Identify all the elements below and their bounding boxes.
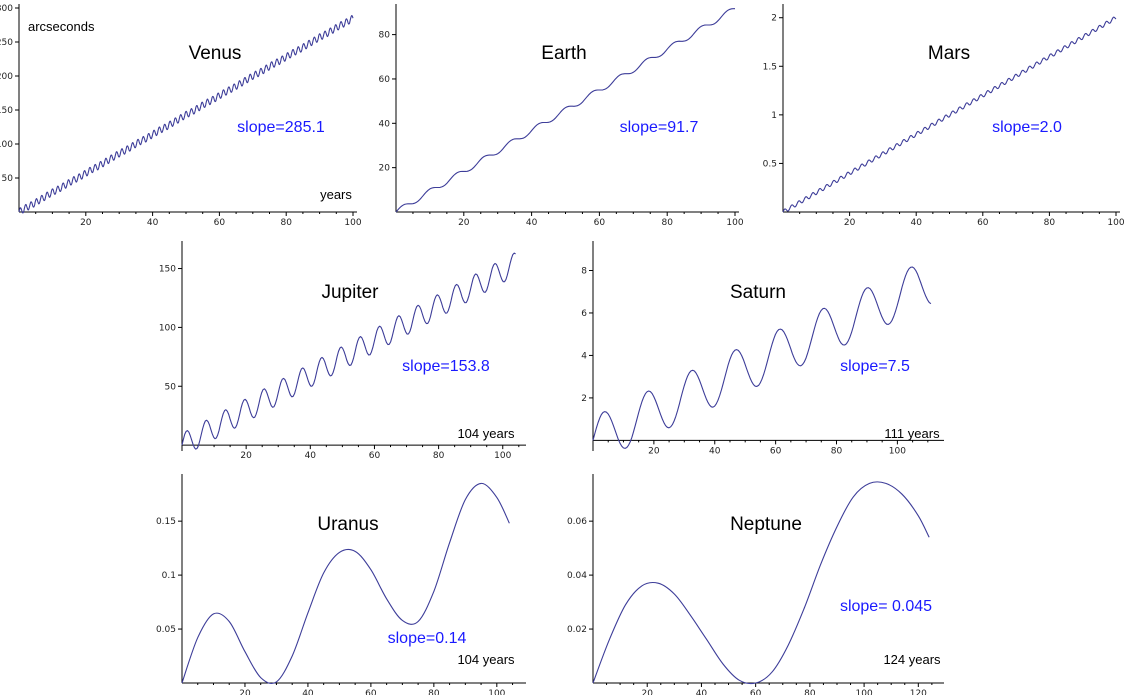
y-tick-label: 1.5 [763, 62, 777, 72]
x-tick-label: 60 [369, 451, 381, 461]
saturn-slope-label: slope=7.5 [840, 358, 910, 375]
saturn-title: Saturn [730, 282, 786, 303]
mars-title: Mars [928, 43, 970, 64]
y-tick-label: 40 [379, 119, 391, 129]
uranus-series-line [181, 482, 510, 684]
y-tick-label: 0.02 [567, 625, 587, 635]
mars-chart: 20 40 60 80 100 0.5 1 1.5 2 Mars slope=2.0 [763, 4, 1125, 228]
x-tick-label: 80 [428, 689, 440, 695]
y-tick-label: 50 [2, 174, 14, 184]
x-tick-label: 80 [1044, 218, 1056, 228]
x-tick-label: 40 [147, 218, 159, 228]
y-tick-label: 4 [581, 351, 587, 361]
mars-slope-label: slope=2.0 [992, 119, 1062, 136]
x-tick-label: 100 [1107, 218, 1124, 228]
neptune-series-line [592, 481, 930, 685]
x-tick-label: 100 [726, 218, 743, 228]
x-tick-label: 40 [910, 218, 922, 228]
y-tick-label: 0.5 [763, 159, 777, 169]
saturn-x-unit-label: 111 years [884, 426, 940, 441]
venus-title: Venus [189, 43, 242, 64]
uranus-title: Uranus [317, 514, 378, 535]
x-tick-label: 60 [770, 446, 782, 456]
x-tick-label: 20 [844, 218, 856, 228]
x-tick-label: 40 [696, 689, 708, 695]
x-tick-label: 20 [80, 218, 92, 228]
x-tick-label: 20 [239, 689, 251, 695]
y-tick-label: 300 [0, 4, 13, 14]
uranus-slope-label: slope=0.14 [388, 630, 467, 647]
jupiter-series-line [181, 252, 516, 450]
y-tick-label: 200 [0, 72, 13, 82]
y-tick-label: 0.04 [567, 571, 587, 581]
x-tick-label: 60 [214, 218, 226, 228]
y-tick-label: 20 [379, 164, 391, 174]
x-tick-label: 80 [831, 446, 843, 456]
x-tick-label: 80 [280, 218, 292, 228]
venus-y-unit-label: arcseconds [28, 19, 95, 34]
uranus-x-unit-label: 104 years [457, 652, 515, 667]
x-tick-label: 20 [641, 689, 653, 695]
neptune-title: Neptune [730, 514, 802, 535]
y-tick-label: 1 [771, 111, 777, 121]
jupiter-title: Jupiter [321, 282, 379, 303]
venus-x-unit-label: years [320, 187, 352, 202]
x-tick-label: 100 [488, 689, 505, 695]
y-tick-label: 60 [379, 75, 391, 85]
y-tick-label: 0.06 [567, 517, 587, 527]
y-tick-label: 250 [0, 38, 13, 48]
venus-slope-label: slope=285.1 [237, 119, 325, 136]
y-tick-label: 2 [581, 394, 587, 404]
x-tick-label: 20 [458, 218, 470, 228]
saturn-series-line [592, 266, 932, 449]
jupiter-slope-label: slope=153.8 [402, 358, 490, 375]
y-tick-label: 8 [581, 266, 587, 276]
x-tick-label: 100 [344, 218, 361, 228]
y-tick-label: 0.1 [162, 571, 176, 581]
jupiter-x-unit-label: 104 years [457, 426, 515, 441]
y-tick-label: 80 [379, 31, 391, 41]
y-tick-label: 2 [771, 14, 777, 24]
y-tick-label: 100 [0, 140, 13, 150]
x-tick-label: 100 [889, 446, 906, 456]
x-tick-label: 120 [910, 689, 927, 695]
venus-series-line [18, 15, 354, 214]
y-tick-label: 150 [159, 265, 176, 275]
y-tick-label: 6 [581, 309, 587, 319]
earth-slope-label: slope=91.7 [620, 119, 699, 136]
mars-series-line [782, 16, 1117, 213]
saturn-chart: 20 40 60 80 100 2 4 6 8 Saturn slope=7.5 111 years [581, 241, 944, 456]
x-tick-label: 20 [648, 446, 660, 456]
x-tick-label: 60 [365, 689, 377, 695]
jupiter-chart: 20 40 60 80 100 50 100 150 Jupiter slope=153.8 104… [159, 241, 526, 461]
neptune-slope-label: slope= 0.045 [840, 598, 932, 615]
x-tick-label: 60 [977, 218, 989, 228]
y-tick-label: 0.15 [156, 517, 176, 527]
neptune-chart: 20 40 60 80 100 120 0.02 0.04 0.06 Neptune slope= … [567, 474, 944, 695]
earth-series-line [395, 8, 735, 213]
x-tick-label: 80 [661, 218, 673, 228]
earth-chart: 20 40 60 80 100 20 40 60 80 Earth slope=91.7 [379, 4, 744, 228]
y-tick-label: 50 [165, 382, 177, 392]
x-tick-label: 80 [804, 689, 816, 695]
earth-title: Earth [541, 43, 586, 64]
x-tick-label: 100 [494, 451, 511, 461]
y-tick-label: 150 [0, 106, 13, 116]
x-tick-label: 60 [750, 689, 762, 695]
x-tick-label: 40 [305, 451, 317, 461]
x-tick-label: 80 [433, 451, 445, 461]
venus-chart: 20 40 60 80 100 50 100 150 200 250 300 Venus slope=2… [0, 4, 362, 228]
x-tick-label: 60 [594, 218, 606, 228]
x-tick-label: 40 [709, 446, 721, 456]
neptune-x-unit-label: 124 years [883, 652, 941, 667]
x-tick-label: 20 [240, 451, 252, 461]
y-tick-label: 100 [159, 323, 176, 333]
y-tick-label: 0.05 [156, 625, 176, 635]
x-tick-label: 40 [526, 218, 538, 228]
x-tick-label: 100 [856, 689, 873, 695]
x-tick-label: 40 [302, 689, 314, 695]
uranus-chart: 20 40 60 80 100 0.05 0.1 0.15 Uranus slope=0.14 10… [156, 474, 526, 695]
